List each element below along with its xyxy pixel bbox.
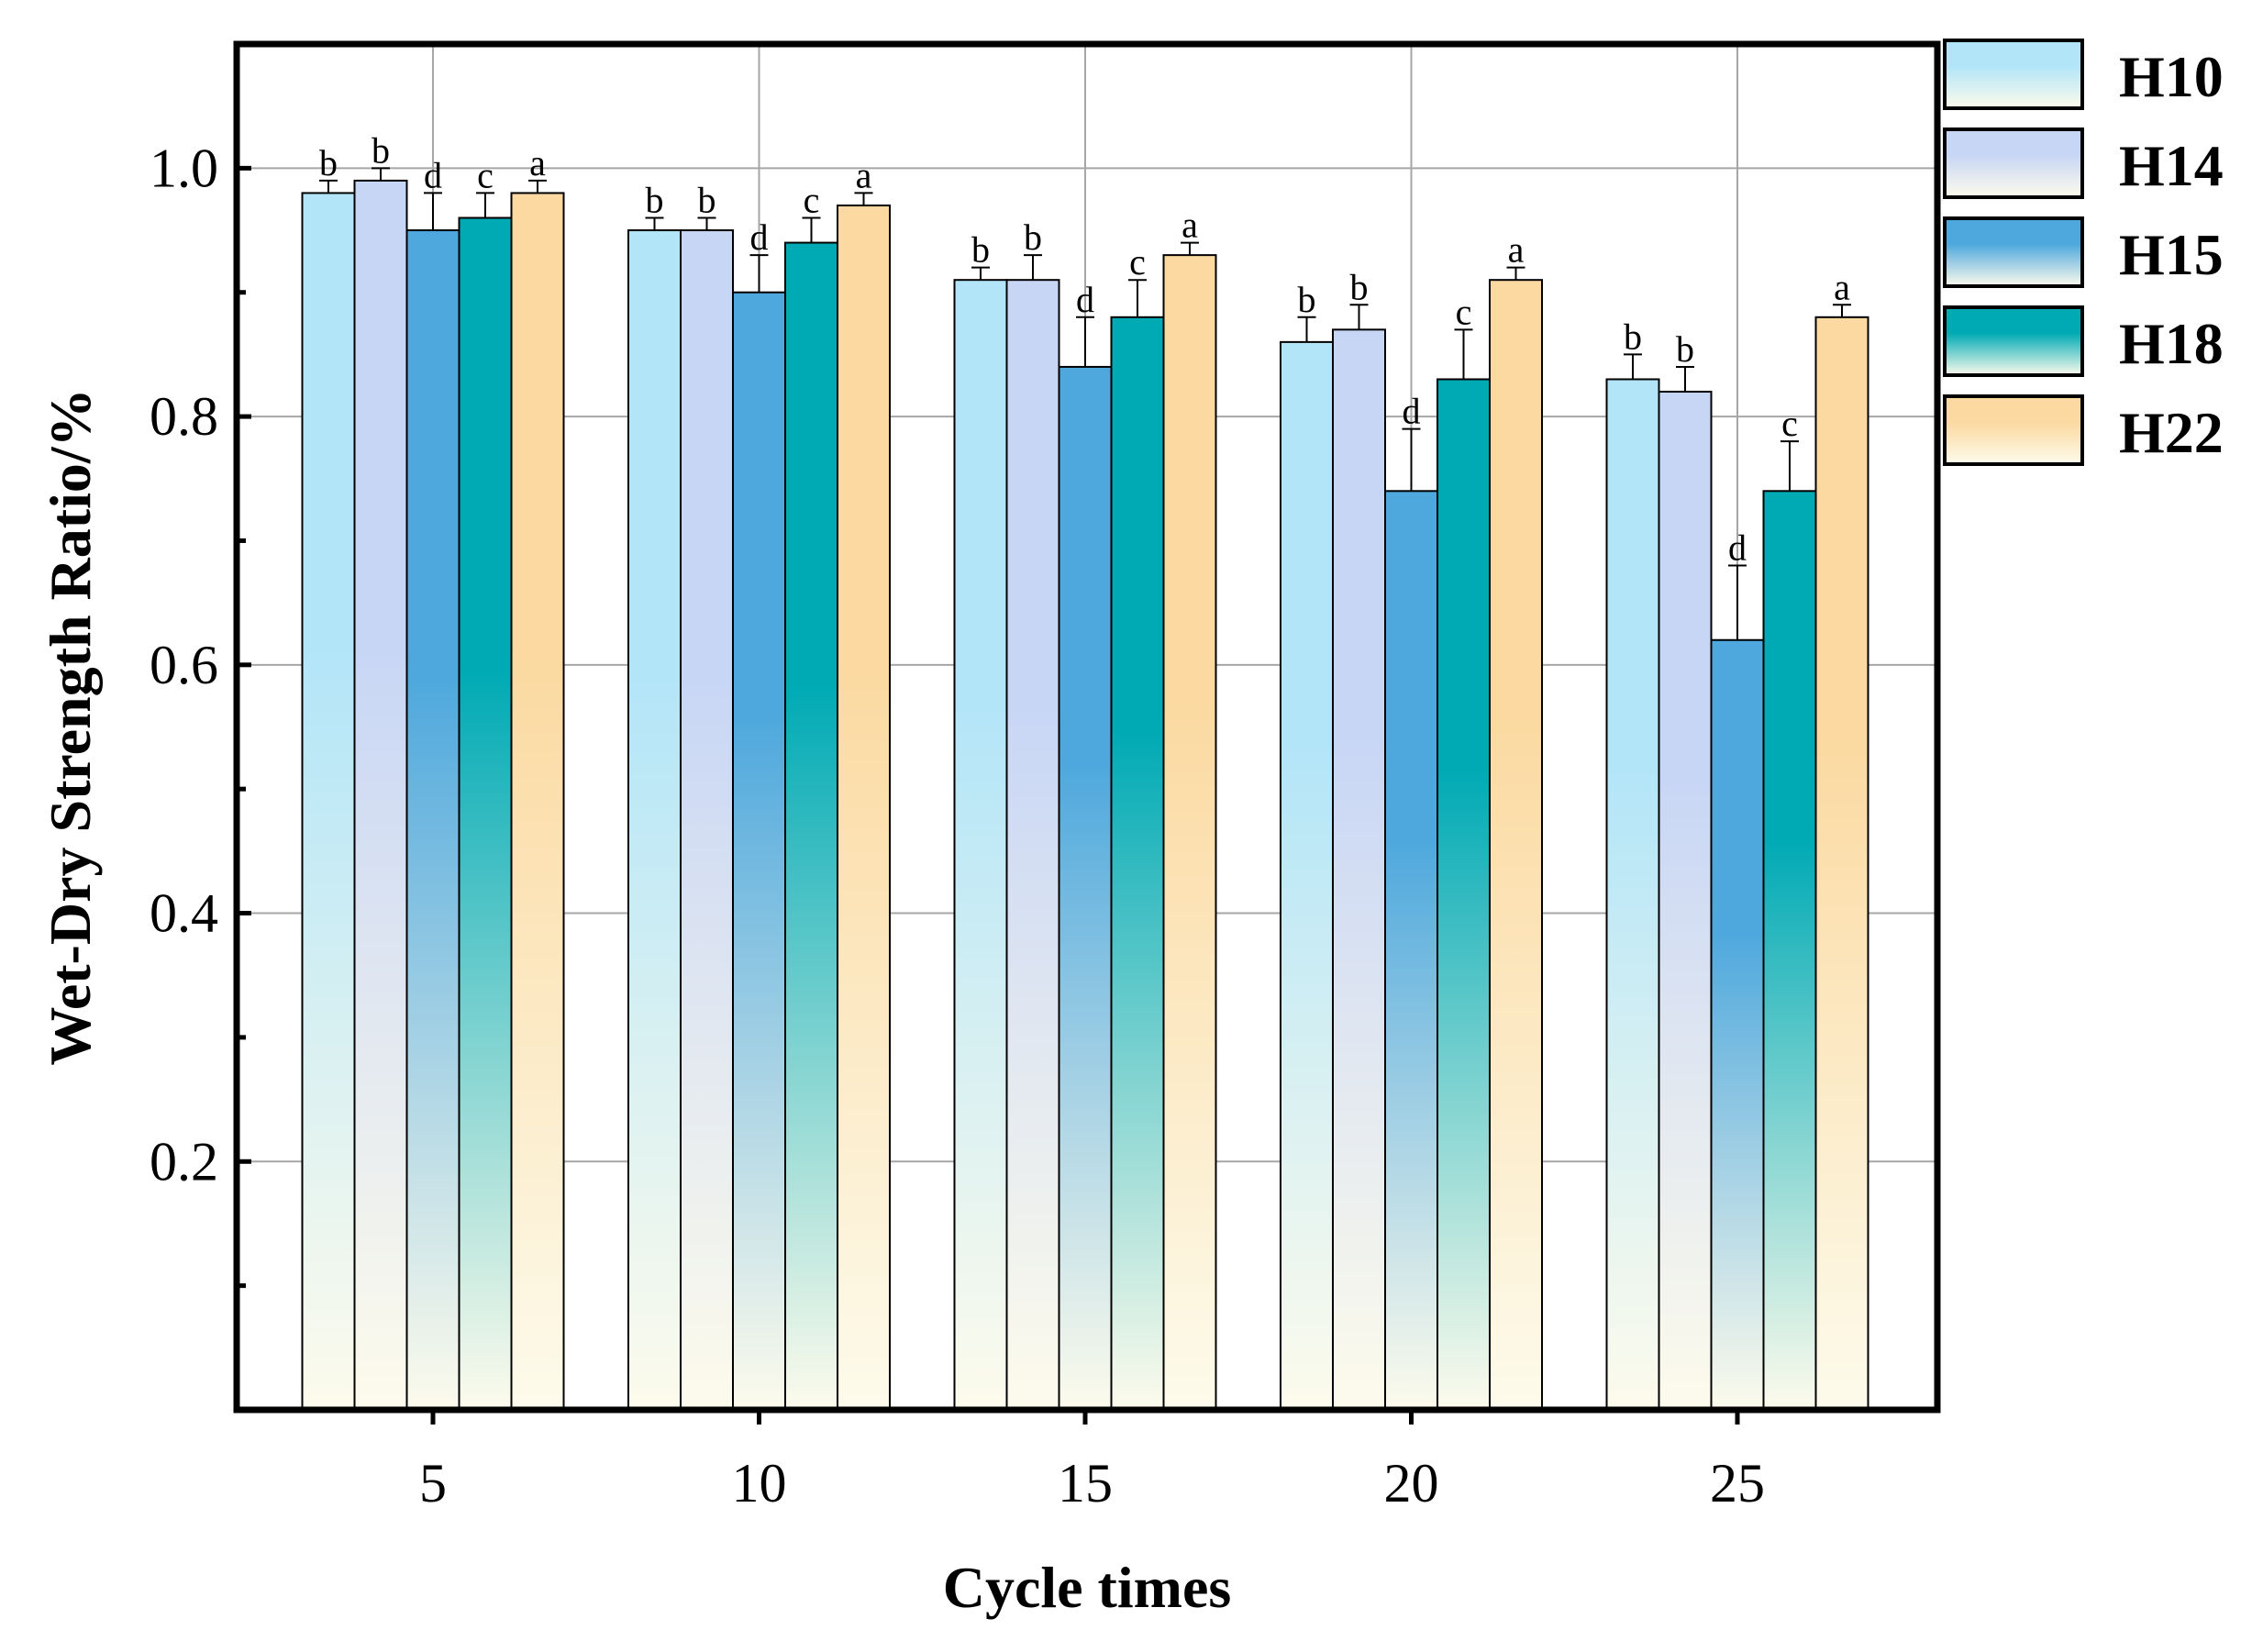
y-tick-label: 0.4 xyxy=(150,883,218,944)
bar-h22 xyxy=(1814,316,1869,1411)
legend-label-h22: H22 xyxy=(2119,400,2224,465)
significance-label: a xyxy=(1181,205,1198,246)
bar-h22 xyxy=(510,192,565,1411)
x-axis-title: Cycle times xyxy=(943,1555,1232,1620)
bar-h15 xyxy=(1710,638,1765,1411)
bar-h15 xyxy=(1058,365,1113,1412)
bar-h14 xyxy=(1658,391,1713,1411)
bar-h22 xyxy=(1162,254,1217,1412)
bar-h10 xyxy=(953,279,1008,1411)
significance-label: c xyxy=(804,180,820,221)
significance-label: d xyxy=(1728,527,1747,569)
significance-label: b xyxy=(698,180,716,221)
significance-label: c xyxy=(1129,241,1146,283)
bar-h10 xyxy=(301,192,356,1411)
significance-label: b xyxy=(1624,316,1642,357)
x-tick-label: 10 xyxy=(732,1453,787,1513)
y-tick-label: 0.8 xyxy=(150,386,218,447)
significance-label: b xyxy=(971,229,990,271)
legend-label-h14: H14 xyxy=(2119,133,2224,198)
significance-label: d xyxy=(1403,391,1421,432)
error-bars xyxy=(319,167,1851,640)
legend-swatch-h14 xyxy=(1943,128,2084,199)
bar-h22 xyxy=(1489,279,1543,1411)
significance-label: a xyxy=(1834,266,1850,307)
significance-label: d xyxy=(750,216,769,258)
bar-h18 xyxy=(1437,378,1491,1411)
legend-swatch-h15 xyxy=(1943,216,2084,288)
y-tick-label: 0.6 xyxy=(150,635,218,695)
significance-label: b xyxy=(1676,328,1694,370)
legend-swatch-h22 xyxy=(1943,394,2084,466)
bar-h14 xyxy=(1005,279,1060,1411)
significance-label: b xyxy=(1024,216,1042,258)
bar-h14 xyxy=(680,229,734,1412)
x-tick-label: 20 xyxy=(1384,1453,1439,1513)
bar-h15 xyxy=(1384,490,1438,1411)
axis-ticks: 0.2 0.4 0.6 0.8 1.0 5 10 15 20 25 xyxy=(150,138,1765,1513)
bar-h18 xyxy=(784,241,838,1412)
legend-label-h15: H15 xyxy=(2119,222,2224,287)
bar-h22 xyxy=(837,204,891,1411)
y-tick-label: 1.0 xyxy=(150,138,218,198)
significance-label: c xyxy=(477,154,494,195)
significance-label: d xyxy=(1076,279,1094,320)
significance-label: a xyxy=(1508,229,1525,271)
legend: H10 H14 H15 H18 H22 xyxy=(1943,39,2224,466)
significance-label: a xyxy=(529,142,546,183)
x-tick-label: 15 xyxy=(1058,1453,1113,1513)
legend-swatch-h10 xyxy=(1943,39,2084,110)
significance-label: c xyxy=(1781,403,1798,444)
bar-h10 xyxy=(1605,378,1660,1411)
bar-h10 xyxy=(627,229,682,1412)
significance-label: b xyxy=(372,129,390,171)
bar-h10 xyxy=(1280,340,1334,1412)
bar-h18 xyxy=(1762,490,1817,1411)
significance-label: a xyxy=(856,154,872,195)
bar-h18 xyxy=(458,216,513,1412)
significance-label: b xyxy=(646,180,664,221)
significance-label: c xyxy=(1456,291,1472,332)
significance-label: b xyxy=(1350,266,1369,307)
x-tick-label: 5 xyxy=(419,1453,447,1513)
y-tick-label: 0.2 xyxy=(150,1131,218,1192)
significance-label: b xyxy=(319,142,338,183)
legend-label-h10: H10 xyxy=(2119,44,2224,109)
bar-h15 xyxy=(732,291,786,1411)
x-tick-label: 25 xyxy=(1710,1453,1765,1513)
bar-h14 xyxy=(353,179,408,1411)
bar-h14 xyxy=(1332,328,1386,1412)
bar-h18 xyxy=(1110,316,1165,1411)
y-axis-title: Wet-Dry Strength Ratio/% xyxy=(38,388,103,1065)
legend-swatch-h18 xyxy=(1943,305,2084,377)
bar-h15 xyxy=(405,229,460,1412)
significance-label: b xyxy=(1298,279,1316,320)
legend-label-h18: H18 xyxy=(2119,311,2224,376)
significance-label: d xyxy=(424,154,442,195)
